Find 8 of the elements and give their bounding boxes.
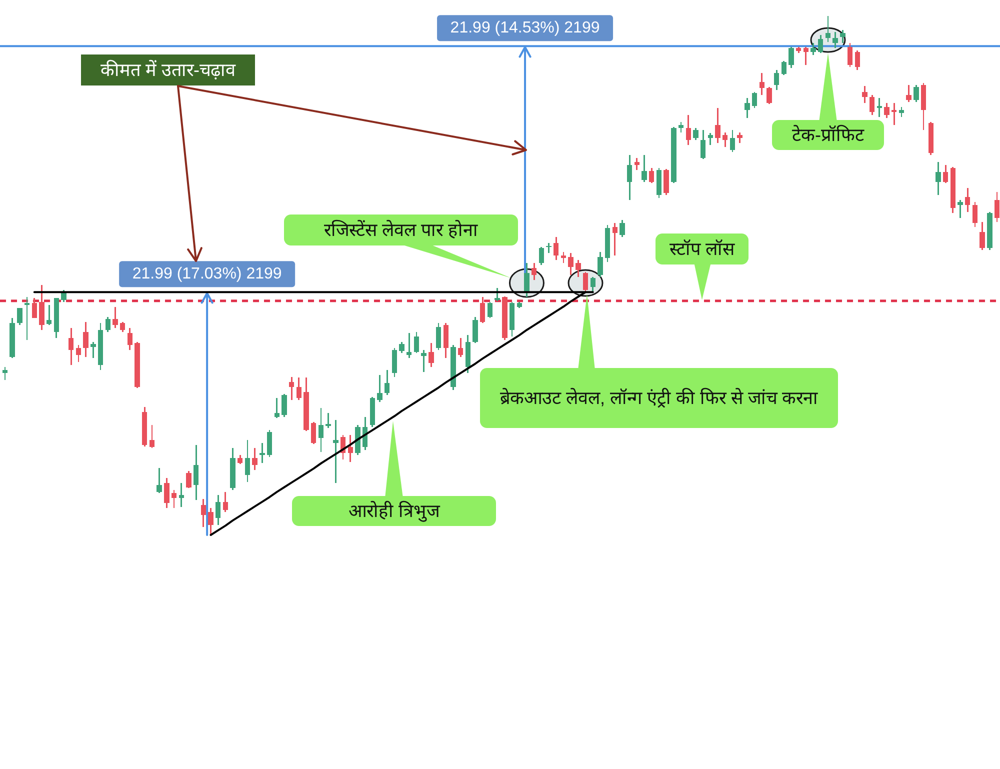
annotation: आरोही त्रिभुज [348,500,440,522]
annotation: 21.99 (14.53%) 2199 [450,20,600,37]
annotation: रजिस्टेंस लेवल पार होना [324,219,478,240]
annotation: कीमत में उतार-चढ़ाव [100,59,236,80]
ref-line-label: स्टॉप लॉस [669,239,736,259]
annotation: टेक-प्रॉफिट [792,124,865,145]
annotation: ब्रेकआउट लेवल, लॉन्ग एंट्री की फिर से जांच करना [500,387,818,408]
annotation: 21.99 (17.03%) 2199 [132,266,282,283]
